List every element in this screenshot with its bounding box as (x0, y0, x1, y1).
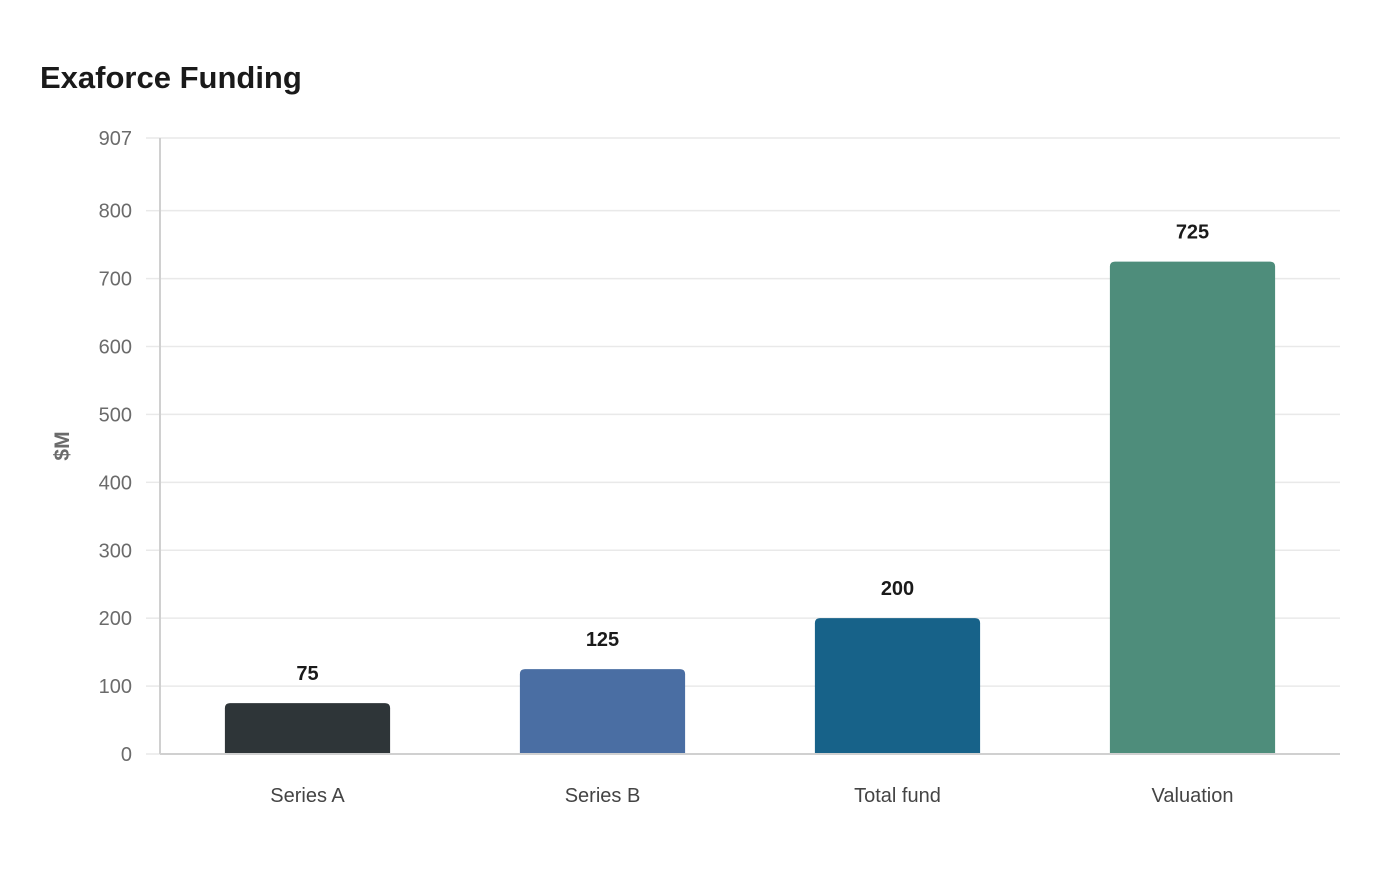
y-tick-label: 800 (99, 201, 132, 223)
y-tick-label: 907 (99, 128, 132, 150)
y-tick-label: 200 (99, 608, 132, 630)
y-tick-label: 0 (121, 744, 132, 766)
x-category-label: Total fund (854, 785, 941, 807)
data-label: 725 (1176, 222, 1209, 244)
y-tick-label: 600 (99, 337, 132, 359)
data-label: 125 (586, 629, 619, 651)
x-category-label: Valuation (1152, 785, 1234, 807)
bar (224, 703, 391, 754)
data-label: 75 (296, 663, 318, 685)
y-tick-label: 700 (99, 269, 132, 291)
y-axis-title: $M (51, 431, 74, 460)
bars (224, 261, 1276, 754)
y-tick-label: 300 (99, 540, 132, 562)
y-tick-label: 500 (99, 404, 132, 426)
y-tick-label: 100 (99, 676, 132, 698)
bar (519, 669, 686, 754)
x-axis-categories: Series A Series B Total fund Valuation (270, 785, 1233, 807)
y-axis-ticks: 0 100 200 300 400 500 600 700 800 907 (99, 128, 160, 766)
data-labels: 75 125 200 725 (296, 222, 1209, 685)
chart-title: Exaforce Funding (40, 60, 302, 95)
bar (1109, 261, 1276, 754)
y-tick-label: 400 (99, 472, 132, 494)
x-category-label: Series B (565, 785, 641, 807)
bar (814, 618, 981, 754)
data-label: 200 (881, 578, 914, 600)
x-category-label: Series A (270, 785, 345, 807)
